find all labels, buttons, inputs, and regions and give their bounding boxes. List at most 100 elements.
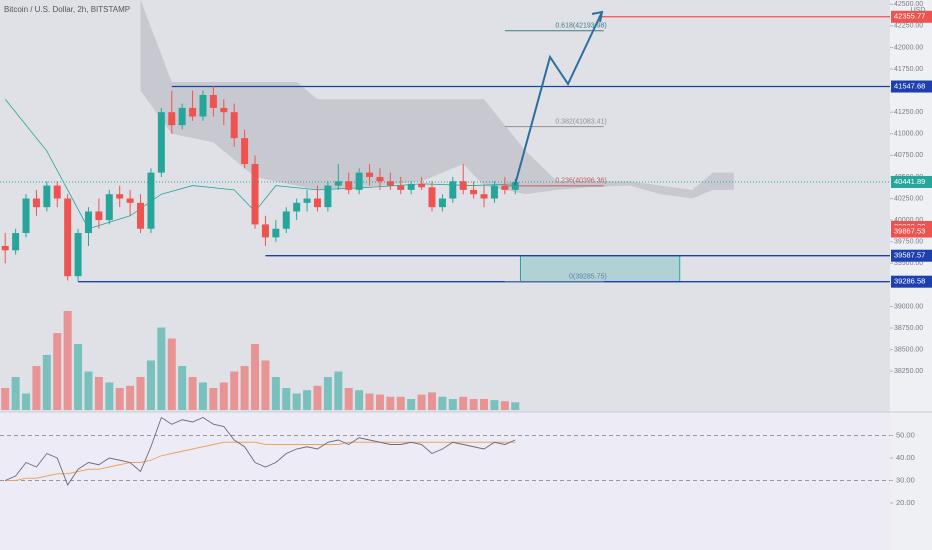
volume-bar <box>136 377 145 410</box>
candle-body <box>84 211 92 234</box>
target-zone <box>519 255 681 283</box>
candle-body <box>282 211 290 229</box>
volume-bar <box>427 392 436 410</box>
candle-body <box>95 211 103 221</box>
volume-bar <box>282 388 291 410</box>
candle-body <box>32 198 40 208</box>
y-tick-label: 40000.00 <box>894 217 923 224</box>
candle-body <box>313 198 321 208</box>
candle-body <box>334 181 342 186</box>
candle-body <box>490 185 498 199</box>
projection-arrow <box>514 11 603 186</box>
y-tick-label: 42250.00 <box>894 23 923 30</box>
candle-body <box>303 198 311 203</box>
volume-bar <box>511 402 520 410</box>
candle-body <box>53 185 61 199</box>
rsi-tick-label: 20.00 <box>896 498 915 507</box>
volume-bar <box>105 382 114 410</box>
candle-body <box>438 198 446 208</box>
candle-body <box>168 112 176 126</box>
volume-bar <box>126 385 135 410</box>
rsi-tick-label: 30.00 <box>896 475 915 484</box>
volume-bar <box>1 388 10 410</box>
volume-bar <box>375 394 384 410</box>
volume-bar <box>313 385 322 410</box>
candle-body <box>470 189 478 195</box>
volume-bar <box>53 333 62 410</box>
price-label: 42355.77 <box>894 12 925 21</box>
candle-body <box>209 94 217 108</box>
y-tick-label: 38250.00 <box>894 368 923 375</box>
candle-body <box>251 164 259 225</box>
candle-body <box>428 187 436 208</box>
volume-bar <box>334 371 343 410</box>
y-tick-label: 42500.00 <box>894 1 923 8</box>
y-tick-label: 41000.00 <box>894 131 923 138</box>
fib-label: 0(39285.75) <box>569 274 607 281</box>
candle-body <box>386 181 394 186</box>
price-label-box <box>891 80 932 93</box>
volume-bar <box>146 360 155 410</box>
candle-body <box>324 185 332 208</box>
volume-bar <box>292 393 301 410</box>
volume-bar <box>365 393 374 410</box>
y-tick-label: 39000.00 <box>894 303 923 310</box>
volume-bar <box>417 394 426 410</box>
candle-body <box>480 194 488 199</box>
candle-body <box>137 202 145 229</box>
fib-label: 0.618(42193.98) <box>555 23 606 30</box>
candle-body <box>43 185 51 208</box>
fib-label: 0.382(41083.41) <box>555 118 606 125</box>
volume-bar <box>438 396 447 410</box>
ichimoku-cloud <box>140 0 734 199</box>
y-tick-label: 41250.00 <box>894 109 923 116</box>
volume-bar <box>303 390 312 410</box>
volume-bar <box>240 366 249 410</box>
volume-bar <box>84 371 93 410</box>
price-label: 39587.57 <box>894 251 925 260</box>
price-label: 39867.53 <box>894 227 925 236</box>
volume-bar <box>480 399 489 410</box>
volume-bar <box>32 366 41 410</box>
candle-body <box>116 194 124 199</box>
candle-body <box>345 181 353 190</box>
y-tick-label: 39750.00 <box>894 239 923 246</box>
candle-body <box>12 233 20 251</box>
rsi-tick-label: 50.00 <box>896 430 915 439</box>
volume-bar <box>448 399 457 410</box>
volume-bar <box>63 311 72 410</box>
candle-body <box>511 182 519 190</box>
volume-bar <box>115 388 124 410</box>
volume-bar <box>94 377 103 410</box>
price-label: 39286.58 <box>894 277 925 286</box>
price-label-box <box>891 275 932 288</box>
volume-bar <box>344 388 353 410</box>
volume-bar <box>219 382 228 410</box>
y-tick-label: 42000.00 <box>894 44 923 51</box>
volume-bar <box>209 388 218 410</box>
volume-bar <box>157 327 166 410</box>
candle-body <box>366 172 374 177</box>
rsi-tick-label: 40.00 <box>896 453 915 462</box>
price-label: 41547.68 <box>894 82 925 91</box>
candle-body <box>355 172 363 190</box>
candle-body <box>22 198 30 234</box>
volume-bar <box>11 377 20 410</box>
price-label-box <box>891 10 932 23</box>
candle-body <box>230 112 238 139</box>
candle-body <box>1 246 9 251</box>
price-label-box <box>891 225 932 238</box>
volume-bar <box>500 401 509 410</box>
candle-body <box>157 112 165 173</box>
y-tick-label: 40250.00 <box>894 195 923 202</box>
volume-bar <box>198 382 207 410</box>
y-tick-label: 38500.00 <box>894 346 923 353</box>
candle-body <box>272 228 280 238</box>
fib-label: 0.236(40396.36) <box>555 178 606 185</box>
y-tick-label: 39500.00 <box>894 260 923 267</box>
candle-body <box>126 198 134 203</box>
candle-body <box>459 181 467 190</box>
volume-bar <box>355 390 364 410</box>
